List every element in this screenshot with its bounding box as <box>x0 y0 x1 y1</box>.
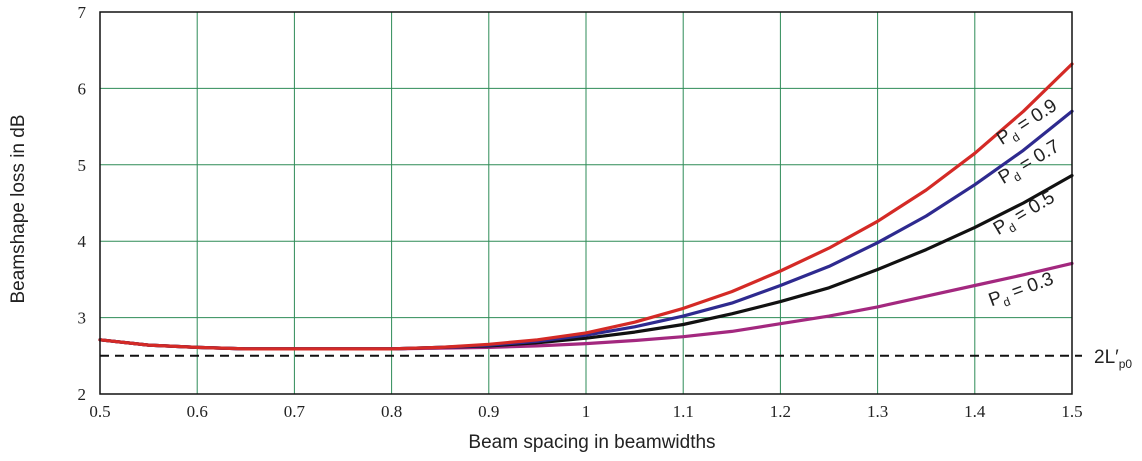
reference-line-group: 2L′p0 <box>100 347 1132 371</box>
x-tick-label: 0.5 <box>89 402 110 421</box>
x-tick-label: 1.1 <box>673 402 694 421</box>
x-tick-label: 1.2 <box>770 402 791 421</box>
series-line <box>98 62 1074 351</box>
y-axis-title: Beamshape loss in dB <box>8 114 29 303</box>
series-label: Pd = 0.5 <box>990 187 1060 242</box>
y-tick-label: 2 <box>78 385 87 404</box>
plot-frame <box>99 11 1073 395</box>
x-tick-label: 0.9 <box>478 402 499 421</box>
x-axis-title: Beam spacing in beamwidths <box>468 432 715 453</box>
series-lines <box>98 62 1074 351</box>
x-tick-label: 1.4 <box>964 402 986 421</box>
y-tick-label: 3 <box>78 309 87 328</box>
x-tick-label: 1.5 <box>1061 402 1082 421</box>
y-tick-label: 4 <box>78 232 87 251</box>
y-tick-labels: 2 3 4 5 6 7 <box>78 3 87 404</box>
y-tick-label: 5 <box>78 156 87 175</box>
y-tick-label: 6 <box>78 79 87 98</box>
x-tick-label: 0.6 <box>187 402 208 421</box>
x-tick-label: 0.8 <box>381 402 402 421</box>
x-tick-label: 1.3 <box>867 402 888 421</box>
grid-lines <box>100 12 1072 394</box>
y-tick-label: 7 <box>78 3 87 22</box>
x-tick-label: 1 <box>582 402 591 421</box>
x-tick-labels: 0.5 0.6 0.7 0.8 0.9 1 1.1 1.2 1.3 1.4 1.5 <box>89 402 1082 421</box>
x-tick-label: 0.7 <box>284 402 306 421</box>
reference-line-label: 2L′p0 <box>1094 347 1132 371</box>
